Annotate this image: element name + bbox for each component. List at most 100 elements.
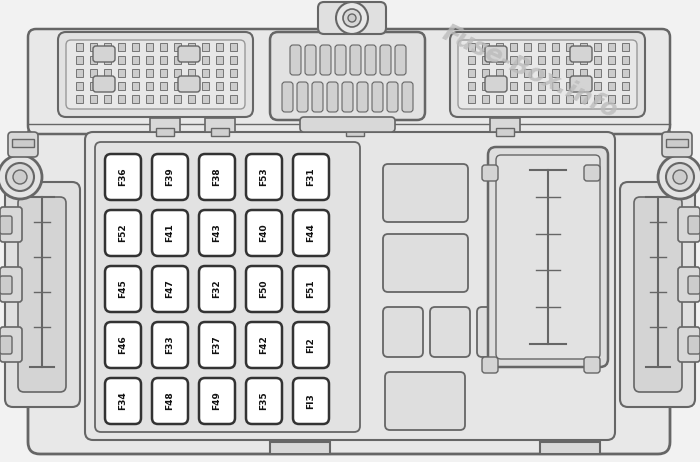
Bar [496, 128, 514, 136]
Bar [202, 95, 209, 103]
FancyBboxPatch shape [152, 322, 188, 368]
Text: F40: F40 [260, 224, 269, 242]
FancyBboxPatch shape [620, 182, 695, 407]
Bar [188, 95, 195, 103]
FancyBboxPatch shape [28, 29, 670, 134]
Bar [160, 69, 167, 77]
FancyBboxPatch shape [383, 307, 423, 357]
Bar [118, 69, 125, 77]
FancyBboxPatch shape [152, 154, 188, 200]
FancyBboxPatch shape [342, 82, 353, 112]
Circle shape [658, 155, 700, 199]
FancyBboxPatch shape [105, 378, 141, 424]
Circle shape [348, 14, 356, 22]
FancyBboxPatch shape [246, 266, 282, 312]
Bar [594, 69, 601, 77]
Bar [76, 95, 83, 103]
FancyBboxPatch shape [246, 322, 282, 368]
Bar [594, 82, 601, 90]
FancyBboxPatch shape [300, 117, 395, 132]
Bar [12, 139, 34, 147]
FancyBboxPatch shape [387, 82, 398, 112]
Text: F41: F41 [165, 224, 174, 243]
Bar [160, 56, 167, 64]
Bar [76, 43, 83, 51]
Bar [76, 69, 83, 77]
FancyBboxPatch shape [95, 142, 360, 432]
FancyBboxPatch shape [402, 82, 413, 112]
Bar [468, 95, 475, 103]
FancyBboxPatch shape [93, 76, 115, 92]
Bar [510, 95, 517, 103]
FancyBboxPatch shape [293, 322, 329, 368]
Bar [118, 95, 125, 103]
Bar [146, 95, 153, 103]
Bar [174, 69, 181, 77]
FancyBboxPatch shape [246, 378, 282, 424]
Bar [552, 43, 559, 51]
Bar [580, 95, 587, 103]
FancyBboxPatch shape [380, 45, 391, 75]
Text: F53: F53 [260, 168, 269, 186]
Text: F34: F34 [118, 392, 127, 410]
Text: F51: F51 [307, 280, 316, 298]
FancyBboxPatch shape [305, 45, 316, 75]
Bar [524, 95, 531, 103]
Bar [580, 43, 587, 51]
Text: FI3: FI3 [307, 393, 316, 409]
Bar [174, 95, 181, 103]
Bar [76, 56, 83, 64]
Text: F45: F45 [118, 280, 127, 298]
Text: F50: F50 [260, 280, 269, 298]
FancyBboxPatch shape [105, 210, 141, 256]
Text: F42: F42 [260, 335, 269, 354]
Bar [666, 139, 688, 147]
FancyBboxPatch shape [372, 82, 383, 112]
Bar [552, 56, 559, 64]
Bar [608, 56, 615, 64]
Bar [580, 82, 587, 90]
Bar [490, 118, 520, 132]
Bar [202, 43, 209, 51]
Circle shape [6, 163, 34, 191]
Bar [496, 43, 503, 51]
FancyBboxPatch shape [293, 154, 329, 200]
Bar [156, 128, 174, 136]
FancyBboxPatch shape [312, 82, 323, 112]
FancyBboxPatch shape [293, 378, 329, 424]
Bar [216, 69, 223, 77]
Text: F52: F52 [118, 224, 127, 242]
FancyBboxPatch shape [105, 266, 141, 312]
Bar [538, 95, 545, 103]
Bar [622, 43, 629, 51]
Bar [205, 118, 235, 132]
Bar [566, 95, 573, 103]
FancyBboxPatch shape [430, 307, 470, 357]
FancyBboxPatch shape [66, 40, 245, 109]
FancyBboxPatch shape [482, 165, 498, 181]
FancyBboxPatch shape [246, 210, 282, 256]
Bar [174, 82, 181, 90]
Bar [622, 56, 629, 64]
FancyBboxPatch shape [688, 336, 700, 354]
FancyBboxPatch shape [485, 46, 507, 62]
FancyBboxPatch shape [678, 207, 700, 242]
FancyBboxPatch shape [8, 132, 38, 157]
Bar [608, 95, 615, 103]
Bar [160, 95, 167, 103]
Circle shape [666, 163, 694, 191]
Bar [538, 56, 545, 64]
FancyBboxPatch shape [293, 266, 329, 312]
Bar [482, 82, 489, 90]
FancyBboxPatch shape [482, 357, 498, 373]
Bar [580, 56, 587, 64]
Bar [482, 56, 489, 64]
Bar [566, 69, 573, 77]
Bar [90, 69, 97, 77]
FancyBboxPatch shape [0, 336, 12, 354]
Bar [188, 43, 195, 51]
Bar [510, 43, 517, 51]
Bar [132, 82, 139, 90]
FancyBboxPatch shape [318, 2, 386, 34]
Bar [216, 56, 223, 64]
